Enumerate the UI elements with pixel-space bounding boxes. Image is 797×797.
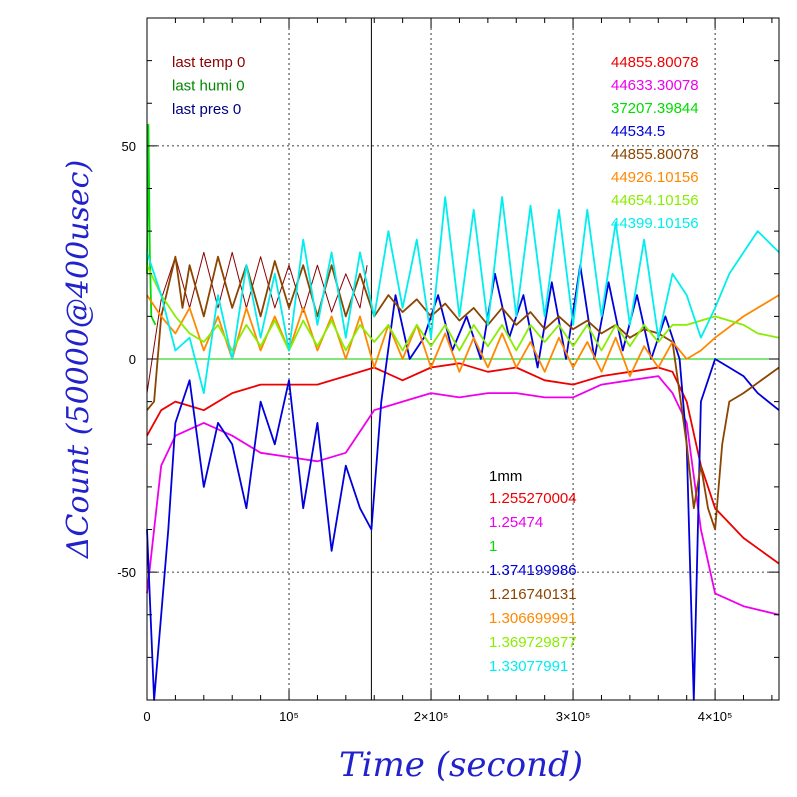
series-group	[146, 123, 780, 701]
legend-scale-item-1: 1.25474	[489, 514, 543, 531]
x-tick-label-4: 4×10⁵	[698, 709, 733, 724]
y-tick-label-1: 0	[129, 352, 136, 367]
series-line-5	[146, 255, 780, 531]
series-line-8	[146, 196, 780, 395]
legend-scale-item-2: 1	[489, 538, 497, 555]
x-tick-label-3: 3×10⁵	[556, 709, 591, 724]
legend-scale-item-3: 1.374199986	[489, 562, 577, 579]
legend-scale-item-4: 1.216740131	[489, 586, 577, 603]
y-tick-label-0: 50	[122, 139, 136, 154]
legend-right-item-6: 44654.10156	[611, 192, 699, 209]
series-line-1	[146, 362, 780, 565]
series-line-6	[146, 294, 780, 378]
legend-scale-title: 1mm	[489, 468, 522, 485]
legends: last temp 0 last humi 0 last pres 0 44855.8…	[172, 54, 699, 675]
x-axis-title: Time (second)	[339, 745, 583, 785]
legend-right-item-4: 44855.80078	[611, 146, 699, 163]
x-tick-label-0: 0	[143, 709, 150, 724]
legend-right-item-3: 44534.5	[611, 123, 665, 140]
legend-left-item-0: last temp 0	[172, 54, 245, 71]
legend-right-item-7: 44399.10156	[611, 215, 699, 232]
legend-right-item-0: 44855.80078	[611, 54, 699, 71]
legend-right-item-5: 44926.10156	[611, 169, 699, 186]
tick-labels: 0 10⁵ 2×10⁵ 3×10⁵ 4×10⁵ 50 0 -50	[117, 139, 732, 724]
y-tick-label-2: -50	[117, 565, 136, 580]
legend-left-item-1: last humi 0	[172, 78, 245, 95]
legend-scale-item-0: 1.255270004	[489, 490, 577, 507]
x-tick-label-2: 2×10⁵	[414, 709, 449, 724]
legend-left-item-2: last pres 0	[172, 101, 241, 118]
legend-right-item-1: 44633.30078	[611, 77, 699, 94]
x-tick-label-1: 10⁵	[279, 709, 299, 724]
legend-scale-item-7: 1.33077991	[489, 658, 568, 675]
series-line-7	[146, 264, 780, 352]
legend-scale-item-5: 1.306699991	[489, 610, 577, 627]
legend-right-item-2: 37207.39844	[611, 100, 699, 117]
ticks	[146, 18, 779, 700]
y-axis-title: ΔCount (50000@400usec)	[61, 160, 96, 559]
legend-scale-item-6: 1.369729877	[489, 634, 577, 651]
series-line-3	[146, 123, 157, 326]
